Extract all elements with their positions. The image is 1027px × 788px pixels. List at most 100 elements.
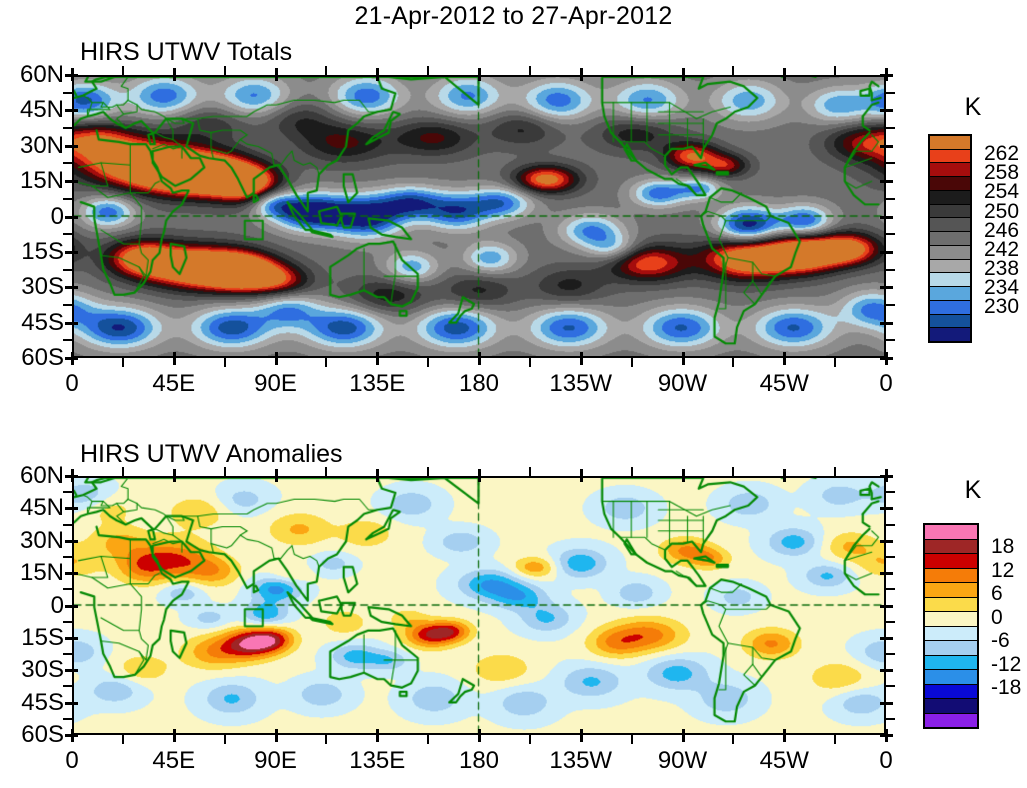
- tick-x-minor-bottom: [427, 735, 430, 744]
- tick-x-major-bottom: [172, 729, 176, 742]
- colorbar-unit-anomalies: K: [964, 476, 982, 504]
- colorbar-totals-swatch-2: [930, 163, 970, 178]
- map-totals[interactable]: [72, 75, 886, 358]
- tick-x-major-top: [274, 469, 278, 482]
- colorbar-anomalies-swatch-10: [925, 670, 977, 685]
- colorbar-totals-swatch-7: [930, 232, 970, 246]
- colorbar-totals-swatch-5: [930, 204, 970, 219]
- xlabel-totals-3: 135E: [349, 370, 406, 397]
- tick-x-minor-top: [427, 467, 430, 476]
- tick-y-major: [65, 701, 78, 705]
- tick-y-minor-right: [886, 91, 895, 94]
- xlabel-anomalies-1: 45E: [152, 747, 196, 774]
- colorbar-unit-totals: K: [964, 93, 982, 121]
- colorbar-anomalies-swatch-6: [925, 612, 977, 627]
- tick-x-major-top: [478, 68, 481, 81]
- tick-y-major: [65, 250, 78, 254]
- colorbar-totals-swatch-12: [930, 300, 970, 315]
- xlabel-anomalies-5: 135W: [549, 747, 613, 774]
- colorbar-anomalies: [923, 523, 979, 729]
- tick-x-minor-top: [121, 467, 124, 476]
- ylabel-anomalies-3: 15N: [19, 559, 64, 587]
- colorbar-anomalies-swatch-8: [925, 641, 977, 656]
- tick-y-major: [65, 109, 78, 113]
- colorbar-anomalies-label-4: -6: [991, 629, 1010, 653]
- colorbar-anomalies-swatch-9: [925, 655, 977, 670]
- tick-x-major-top: [681, 469, 685, 482]
- tick-x-major-top: [71, 469, 74, 482]
- colorbar-totals-label-7: 234: [984, 276, 1020, 300]
- tick-x-minor-bottom: [528, 735, 531, 744]
- xlabel-totals-4: 180: [458, 370, 500, 397]
- tick-x-major-bottom: [579, 729, 583, 742]
- xlabel-totals-0: 0: [65, 370, 79, 397]
- tick-x-minor-top: [223, 467, 226, 476]
- tick-x-minor-top: [834, 66, 837, 75]
- tick-y-minor: [63, 523, 72, 526]
- tick-x-major-bottom: [376, 352, 380, 365]
- tick-x-minor-top: [528, 66, 531, 75]
- colorbar-totals-swatch-9: [930, 259, 970, 274]
- tick-y-major-right: [880, 144, 893, 148]
- colorbar-anomalies-swatch-1: [925, 539, 977, 554]
- tick-x-minor-top: [528, 467, 531, 476]
- colorbar-anomalies-swatch-7: [925, 626, 977, 641]
- tick-x-minor-bottom: [325, 358, 328, 367]
- xlabel-totals-2: 90E: [254, 370, 297, 397]
- tick-y-minor-right: [886, 555, 895, 558]
- tick-y-major: [65, 636, 78, 640]
- tick-y-major: [65, 604, 78, 608]
- colorbar-anomalies-label-1: 12: [991, 558, 1015, 582]
- tick-y-minor-right: [886, 127, 895, 130]
- tick-x-minor-top: [732, 467, 735, 476]
- tick-y-minor: [63, 588, 72, 591]
- tick-x-minor-bottom: [834, 358, 837, 367]
- tick-y-major-right: [880, 321, 893, 325]
- tick-y-minor: [63, 653, 72, 656]
- tick-y-minor: [63, 268, 72, 271]
- tick-y-major: [65, 507, 78, 511]
- tick-x-minor-bottom: [834, 735, 837, 744]
- tick-y-minor-right: [886, 162, 895, 165]
- tick-x-minor-bottom: [325, 735, 328, 744]
- ylabel-anomalies-4: 0: [50, 591, 64, 619]
- xlabel-anomalies-0: 0: [65, 747, 79, 774]
- tick-x-major-top: [783, 469, 787, 482]
- tick-y-minor: [63, 685, 72, 688]
- tick-y-minor-right: [886, 620, 895, 623]
- colorbar-totals: [928, 134, 972, 343]
- xlabel-anomalies-2: 90E: [254, 747, 297, 774]
- tick-y-minor-right: [886, 197, 895, 200]
- tick-x-minor-top: [325, 467, 328, 476]
- tick-x-minor-bottom: [528, 358, 531, 367]
- colorbar-anomalies-label-2: 6: [991, 582, 1003, 606]
- tick-x-minor-top: [630, 66, 633, 75]
- colorbar-anomalies-label-0: 18: [991, 535, 1015, 559]
- tick-y-major: [65, 572, 78, 576]
- tick-y-major-right: [880, 109, 893, 113]
- colorbar-anomalies-swatch-12: [925, 699, 977, 714]
- tick-x-minor-bottom: [121, 735, 124, 744]
- tick-x-minor-top: [630, 467, 633, 476]
- tick-x-major-bottom: [71, 729, 74, 742]
- tick-x-major-top: [783, 68, 787, 81]
- tick-y-major-right: [880, 701, 893, 705]
- panel-title-anomalies: HIRS UTWV Anomalies: [80, 440, 343, 468]
- tick-y-major-right: [880, 604, 893, 608]
- tick-y-major-right: [880, 180, 893, 184]
- ylabel-anomalies-7: 45S: [21, 688, 64, 716]
- ylabel-totals-3: 15N: [19, 167, 64, 195]
- tick-x-major-top: [478, 469, 481, 482]
- xlabel-anomalies-4: 180: [458, 747, 500, 774]
- tick-y-minor: [63, 162, 72, 165]
- tick-y-minor-right: [886, 653, 895, 656]
- tick-x-minor-bottom: [223, 358, 226, 367]
- map-anomalies-canvas: [74, 478, 884, 733]
- map-anomalies[interactable]: [72, 476, 886, 735]
- colorbar-totals-swatch-14: [930, 328, 970, 342]
- colorbar-totals-swatch-11: [930, 287, 970, 301]
- ylabel-anomalies-5: 15S: [21, 623, 64, 651]
- ylabel-anomalies-0: 60N: [19, 462, 64, 489]
- colorbar-totals-label-6: 238: [984, 256, 1020, 280]
- tick-y-minor: [63, 620, 72, 623]
